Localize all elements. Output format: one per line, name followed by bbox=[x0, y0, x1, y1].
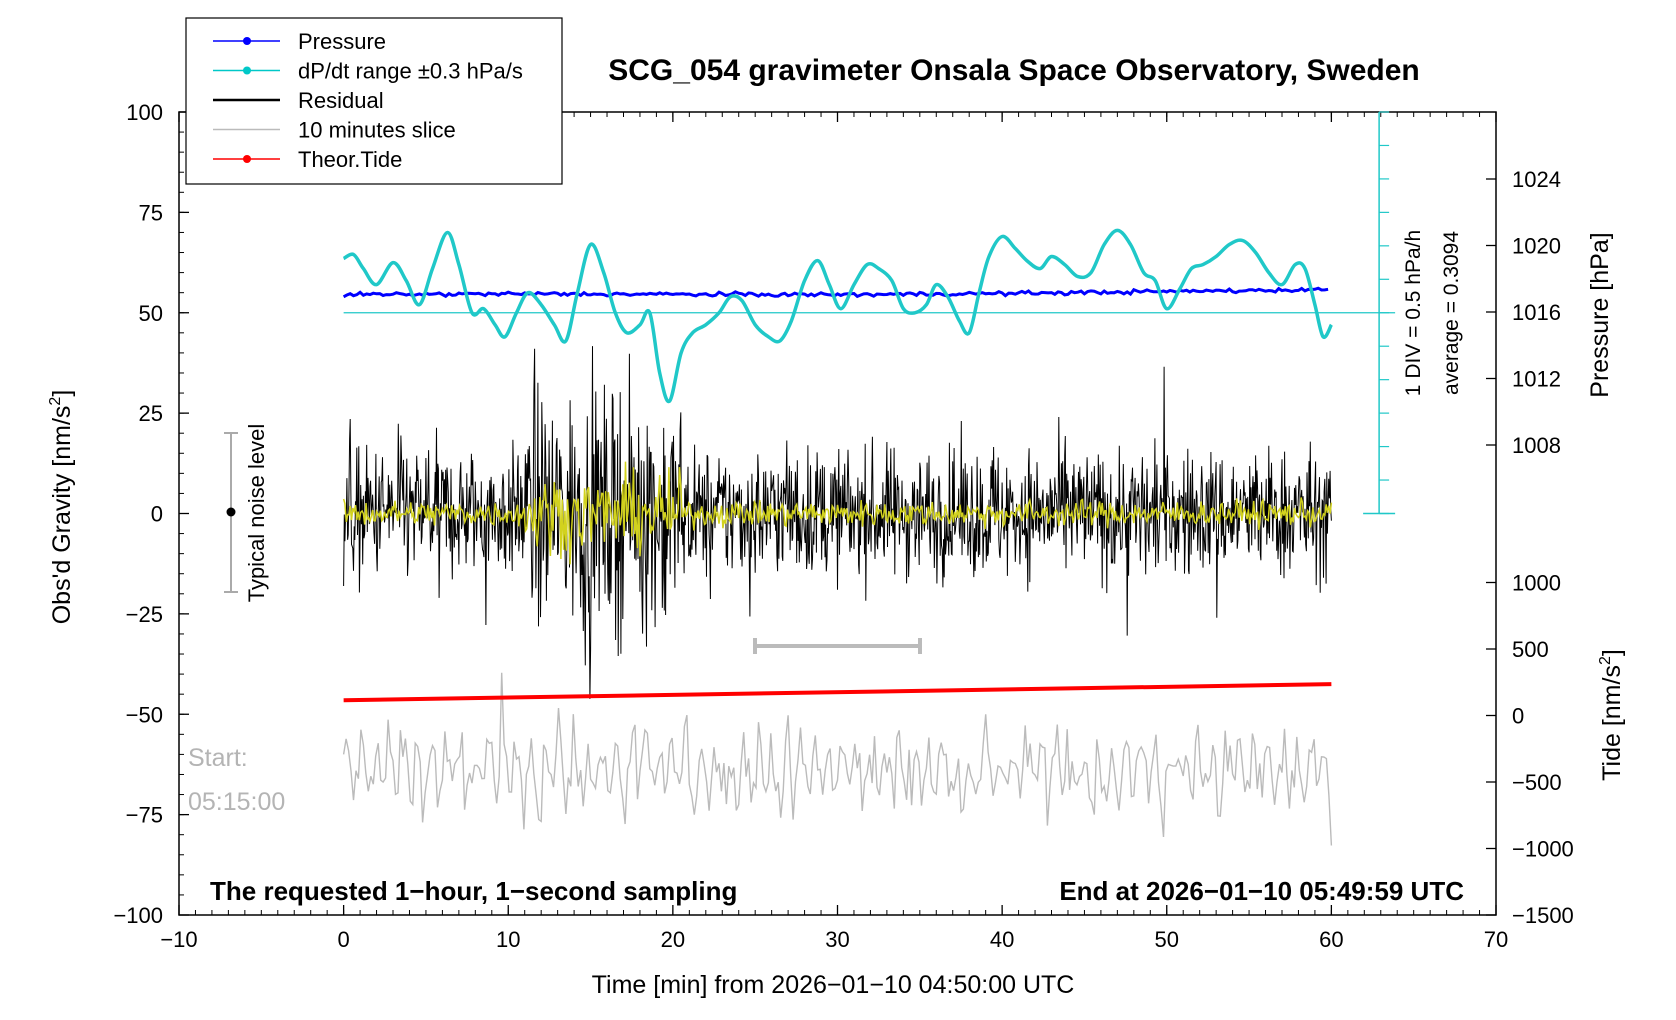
y-axis-label-main: Obs'd Gravity [nm/s2] bbox=[47, 390, 76, 625]
series-residual-smoothed bbox=[342, 461, 1333, 565]
y-tick-label: −100 bbox=[113, 903, 163, 928]
x-tick-label: −10 bbox=[160, 927, 197, 952]
tide-tick-label: −1000 bbox=[1512, 837, 1574, 862]
legend: Pressure dP/dt range ±0.3 hPa/s Residual 10… bbox=[185, 17, 563, 185]
legend-item: Pressure bbox=[213, 29, 386, 54]
legend-label: dP/dt range ±0.3 hPa/s bbox=[298, 59, 523, 84]
tide-tick-label: 1000 bbox=[1512, 571, 1561, 596]
pressure-tick-label: 1024 bbox=[1512, 167, 1561, 192]
chart-title: SCG_054 gravimeter Onsala Space Observat… bbox=[608, 54, 1420, 87]
average-annotation: average = 0.3094 bbox=[1440, 231, 1463, 395]
x-tick-label: 60 bbox=[1319, 927, 1343, 952]
pressure-tick-label: 1020 bbox=[1512, 234, 1561, 259]
legend-item: Theor.Tide bbox=[213, 147, 402, 172]
x-tick-label: 30 bbox=[825, 927, 849, 952]
pressure-tick-label: 1016 bbox=[1512, 300, 1561, 325]
legend-label: 10 minutes slice bbox=[298, 118, 456, 143]
pressure-tick-label: 1008 bbox=[1512, 433, 1561, 458]
y-tick-label: 50 bbox=[139, 301, 163, 326]
y-axis-label-pressure: Pressure [hPa] bbox=[1586, 232, 1614, 397]
legend-item: 10 minutes slice bbox=[213, 118, 456, 143]
noise-level-label: Typical noise level bbox=[244, 424, 269, 603]
y-axis-label-tide: Tide [nm/s2] bbox=[1597, 649, 1626, 781]
footer-right-note: End at 2026−01−10 05:49:59 UTC bbox=[1059, 876, 1464, 906]
legend-item: dP/dt range ±0.3 hPa/s bbox=[213, 59, 523, 84]
start-label: Start: bbox=[188, 744, 248, 772]
legend-marker bbox=[243, 66, 251, 75]
y-tick-label: 25 bbox=[139, 401, 163, 426]
y-tick-label: −75 bbox=[126, 803, 163, 828]
x-tick-label: 10 bbox=[496, 927, 520, 952]
tide-tick-label: 0 bbox=[1512, 704, 1524, 729]
y-tick-label: 100 bbox=[126, 100, 163, 125]
legend-marker bbox=[243, 37, 251, 45]
legend-label: Theor.Tide bbox=[298, 147, 402, 172]
legend-label: Pressure bbox=[298, 29, 386, 54]
tide-tick-label: −500 bbox=[1512, 770, 1562, 795]
series-10-minutes-slice bbox=[342, 672, 1333, 846]
x-axis-label: Time [min] from 2026−01−10 04:50:00 UTC bbox=[592, 971, 1075, 999]
x-tick-label: 40 bbox=[990, 927, 1014, 952]
axes-layer: −10 0 10 20 30 40 50 60 70−100−75−50−25025507510… bbox=[113, 100, 1573, 952]
y-tick-label: 75 bbox=[139, 200, 163, 225]
tide-tick-label: −1500 bbox=[1512, 903, 1574, 928]
series-residual bbox=[343, 346, 1332, 699]
tide-tick-label: 500 bbox=[1512, 637, 1549, 662]
series-layer bbox=[342, 228, 1333, 846]
x-tick-label: 0 bbox=[338, 927, 350, 952]
series-dpdt bbox=[342, 228, 1333, 404]
footer-left-note: The requested 1−hour, 1−second sampling bbox=[210, 876, 737, 906]
slice-window-marker bbox=[753, 638, 922, 654]
x-tick-label: 70 bbox=[1484, 927, 1508, 952]
x-tick-label: 50 bbox=[1155, 927, 1179, 952]
y-tick-label: 0 bbox=[151, 502, 163, 527]
series-theor-tide bbox=[343, 682, 1332, 703]
start-time: 05:15:00 bbox=[188, 788, 285, 816]
noise-level-indicator bbox=[224, 432, 238, 593]
scale-div-annotation: 1 DIV = 0.5 hPa/h bbox=[1402, 230, 1425, 396]
legend-marker bbox=[243, 155, 251, 163]
legend-item: Residual bbox=[213, 88, 384, 113]
pressure-tick-label: 1012 bbox=[1512, 367, 1561, 392]
x-tick-label: 20 bbox=[661, 927, 685, 952]
y-tick-label: −25 bbox=[126, 602, 163, 627]
y-tick-label: −50 bbox=[126, 702, 163, 727]
series-pressure bbox=[342, 286, 1329, 299]
legend-label: Residual bbox=[298, 88, 384, 113]
